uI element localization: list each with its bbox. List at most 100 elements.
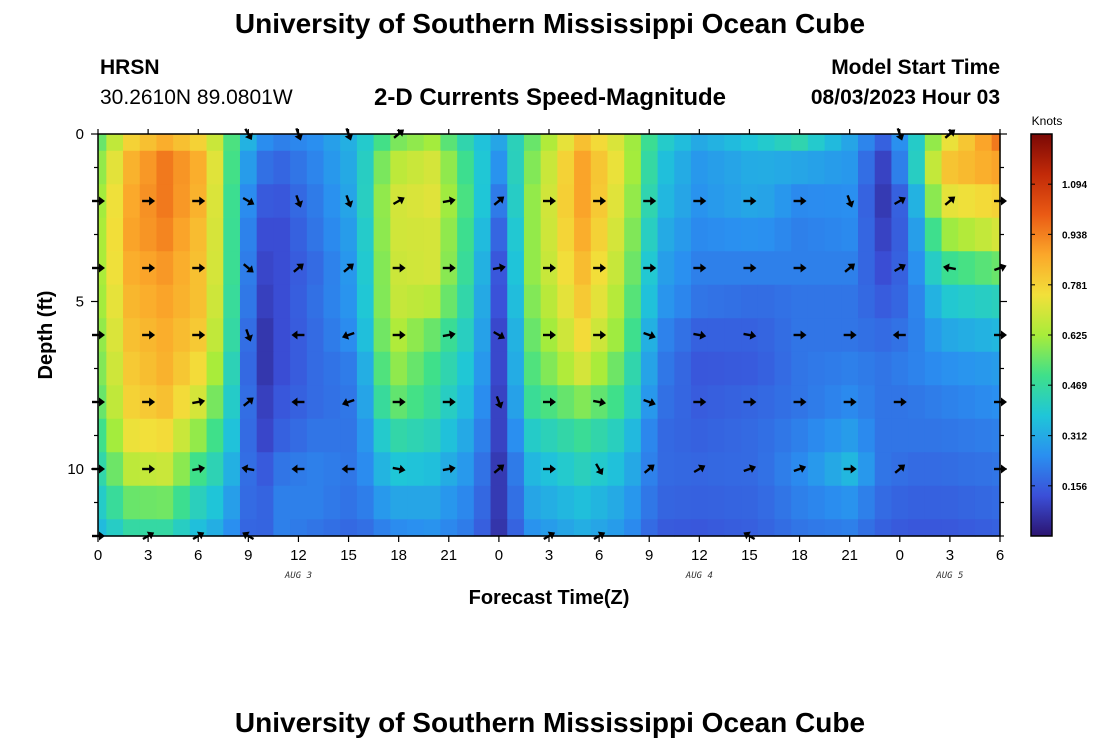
current-arrow (844, 263, 856, 273)
heatmap-cell (473, 452, 492, 487)
heatmap-cell (523, 485, 542, 520)
heatmap-cell (457, 134, 475, 152)
heatmap-cell (891, 134, 909, 152)
heatmap-cell (306, 217, 325, 252)
x-tick-label: 3 (545, 547, 553, 564)
heatmap-cell (874, 485, 893, 520)
heatmap-cell (674, 184, 692, 219)
heatmap-cell (106, 217, 124, 252)
heatmap-cell (791, 284, 809, 319)
heatmap-cell (189, 150, 208, 185)
heatmap-cell (757, 150, 776, 185)
heatmap-cell (373, 284, 391, 319)
heatmap-cell (624, 134, 642, 152)
heatmap-cell (139, 150, 158, 185)
heatmap-cell (356, 485, 375, 520)
heatmap-cell (774, 485, 792, 520)
heatmap-cell (991, 418, 1001, 453)
heatmap-cell (340, 150, 358, 185)
heatmap-cell (206, 485, 224, 520)
heatmap-cell (824, 150, 842, 185)
heatmap-cell (407, 452, 425, 487)
heatmap-cell (423, 318, 442, 353)
heatmap-cell (123, 418, 141, 453)
heatmap-cell (223, 217, 241, 252)
heatmap-cell (924, 318, 943, 353)
heatmap-cell (457, 217, 475, 252)
current-arrow (442, 330, 456, 340)
heatmap-cell (473, 519, 492, 537)
heatmap-cell (340, 134, 358, 152)
heatmap-cell (123, 318, 141, 353)
model-start-label: Model Start Time (831, 56, 1000, 79)
heatmap-cell (757, 251, 776, 286)
heatmap-cell (757, 184, 776, 219)
heatmap-cell (941, 418, 959, 453)
current-arrow (242, 263, 254, 273)
heatmap-cell (624, 184, 642, 219)
heatmap-cell (106, 251, 124, 286)
heatmap-cell (690, 351, 709, 386)
heatmap-cell (807, 418, 826, 453)
heatmap-cell (139, 134, 158, 152)
heatmap-cell (173, 284, 191, 319)
colorbar-tick-label: 1.094 (1062, 180, 1087, 191)
current-arrow (242, 196, 255, 206)
heatmap-cell (958, 217, 976, 252)
heatmap-cell (373, 150, 391, 185)
current-arrow (392, 397, 406, 407)
heatmap-cell (841, 519, 859, 537)
current-arrow (294, 194, 304, 208)
heatmap-cell (824, 452, 842, 487)
heatmap-cell (707, 134, 725, 152)
heatmap-cell (340, 217, 358, 252)
heatmap-cell (407, 519, 425, 537)
heatmap-cell (791, 134, 809, 152)
heatmap-cell (98, 485, 107, 520)
heatmap-cell (557, 150, 575, 185)
heatmap-cell (607, 251, 625, 286)
heatmap-cell (941, 452, 959, 487)
current-arrow (595, 463, 604, 476)
x-tick-label: 15 (340, 547, 357, 564)
heatmap-cell (824, 217, 842, 252)
heatmap-cell (674, 385, 692, 420)
current-arrow (743, 330, 757, 340)
heatmap-cell (507, 519, 525, 537)
current-arrow (192, 330, 206, 340)
station-id: HRSN (100, 56, 160, 79)
current-arrow (293, 263, 304, 273)
x-tick-label: 18 (791, 547, 808, 564)
footer-title: University of Southern Mississippi Ocean… (234, 707, 866, 738)
heatmap-cell (624, 318, 642, 353)
heatmap-cell (941, 217, 959, 252)
heatmap-cell (290, 217, 308, 252)
heatmap-cell (724, 351, 742, 386)
heatmap-cell (323, 184, 341, 219)
heatmap-cell (273, 485, 291, 520)
heatmap-cell (807, 452, 826, 487)
heatmap-cell (924, 351, 943, 386)
heatmap-cell (256, 452, 274, 487)
current-arrow (244, 328, 253, 342)
heatmap-cell (774, 418, 792, 453)
heatmap-cell (640, 519, 659, 537)
x-tick-label: 15 (741, 547, 758, 564)
heatmap-cell (690, 519, 709, 537)
heatmap-cell (707, 284, 725, 319)
heatmap-cell (891, 351, 909, 386)
heatmap-cell (373, 452, 391, 487)
current-arrow (942, 263, 957, 273)
heatmap-cell (924, 251, 943, 286)
heatmap-cell (256, 485, 274, 520)
current-arrow (493, 196, 505, 206)
heatmap-cell (974, 284, 993, 319)
heatmap-cell (958, 284, 976, 319)
heatmap-cell (807, 519, 826, 537)
heatmap-cell (891, 150, 909, 185)
heatmap-cell (98, 351, 107, 386)
heatmap-cell (373, 318, 391, 353)
heatmap-cell (574, 452, 592, 487)
heatmap-cell (590, 485, 609, 520)
heatmap-cell (273, 251, 291, 286)
